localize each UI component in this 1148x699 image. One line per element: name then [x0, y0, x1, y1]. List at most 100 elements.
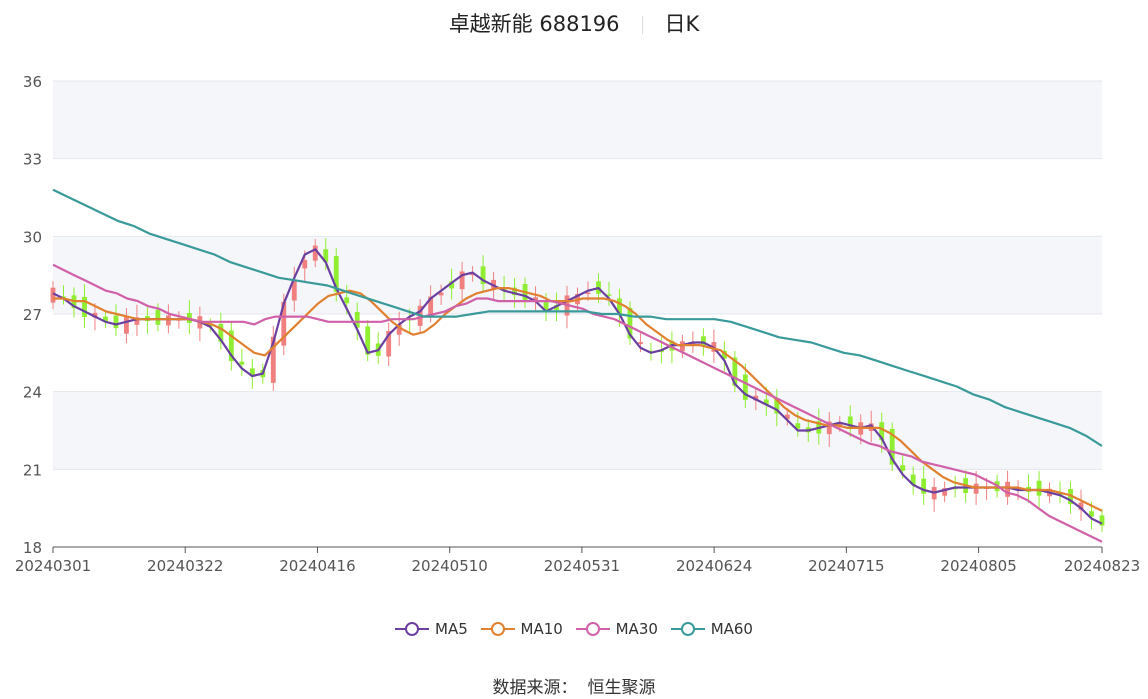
x-tick-label: 20240322	[147, 557, 223, 575]
grid-band	[53, 391, 1102, 470]
candle-body	[638, 342, 643, 345]
candle-body	[386, 330, 392, 357]
candle-body	[438, 292, 444, 296]
candle-body	[302, 260, 308, 269]
candle-body	[428, 296, 434, 315]
candle-body	[50, 287, 56, 303]
candle-body	[354, 311, 360, 328]
candle-body	[165, 315, 171, 326]
candle-body	[900, 465, 906, 471]
candle-body	[837, 422, 843, 426]
candle-body	[281, 301, 287, 346]
y-tick-label: 18	[23, 539, 42, 557]
candle-body	[585, 292, 591, 295]
x-tick-label: 20240301	[15, 557, 91, 575]
candle-body	[239, 361, 245, 365]
series-line-ma5	[52, 248, 1103, 525]
grid-band	[53, 158, 1102, 237]
candle-body	[512, 287, 517, 296]
legend-label: MA60	[710, 620, 753, 638]
candle-body	[774, 398, 780, 414]
legend-ma10-icon	[480, 622, 515, 636]
candle-body	[323, 249, 329, 263]
candle-body	[480, 266, 486, 285]
x-tick-label: 20240805	[940, 557, 1016, 575]
candle-body	[396, 324, 402, 335]
candle-body	[606, 294, 612, 296]
title-divider	[641, 16, 643, 34]
y-tick-label: 36	[23, 73, 42, 91]
candle-body	[795, 423, 801, 429]
period-label: 日K	[664, 12, 700, 36]
candle-body	[543, 301, 549, 312]
candle-body	[1057, 492, 1063, 496]
candlestick-chart: 18 21 24 27 30 33 36 20240301 20240322 20240416 20…	[15, 73, 1140, 575]
grid-band	[53, 81, 1102, 159]
candle-body	[533, 297, 538, 303]
candle-body	[627, 307, 633, 339]
candle-body	[344, 297, 350, 304]
candle-body	[1078, 502, 1084, 510]
legend-label: MA30	[615, 620, 658, 638]
x-tick-label: 20240624	[676, 557, 752, 575]
y-tick-label: 24	[23, 384, 42, 402]
data-source: 数据来源： 恒生聚源	[0, 673, 1148, 698]
candle-body	[134, 317, 140, 325]
y-tick-label: 21	[23, 461, 42, 479]
candle-body	[847, 416, 853, 430]
candle-body	[742, 374, 748, 400]
legend-ma30-icon	[575, 622, 610, 636]
candle-body	[291, 279, 297, 301]
candle-body	[501, 288, 507, 291]
candle-body	[82, 296, 87, 318]
candle-body	[155, 309, 161, 325]
grid-band	[53, 314, 1102, 392]
legend-label: MA10	[520, 620, 563, 638]
legend-item-ma30[interactable]: MA30	[575, 620, 658, 638]
candle-body	[124, 316, 129, 334]
legend: MA5 MA10 MA30 MA60	[0, 620, 1148, 641]
candle-body	[1099, 515, 1105, 526]
candle-body	[270, 336, 276, 383]
x-tick-label: 20240510	[412, 557, 488, 575]
candle-body	[973, 483, 979, 494]
legend-ma5-icon	[395, 622, 429, 636]
candle-body	[617, 298, 622, 314]
x-tick-label: 20240823	[1064, 557, 1140, 575]
y-tick-label: 27	[23, 306, 42, 324]
candle-body	[228, 330, 234, 362]
candle-body	[690, 342, 696, 346]
candle-body	[249, 368, 255, 377]
candle-body	[753, 395, 759, 401]
source-label: 数据来源：	[492, 678, 578, 698]
x-tick-label: 20240715	[808, 557, 884, 575]
candle-body	[1036, 480, 1042, 496]
candle-body	[459, 271, 465, 290]
series-line-ma10	[53, 287, 1103, 512]
candle-body	[449, 281, 455, 289]
legend-label: MA5	[435, 620, 468, 638]
candle-body	[732, 357, 738, 386]
series-line-ma30	[52, 263, 1103, 543]
candle-body	[218, 323, 224, 342]
candle-body	[1089, 511, 1094, 517]
y-tick-label: 30	[23, 228, 42, 246]
candle-body	[879, 422, 885, 441]
candle-body	[312, 245, 318, 261]
candle-body	[826, 421, 832, 435]
x-tick-label: 20240531	[544, 557, 620, 575]
candle-body	[92, 312, 98, 318]
candle-body	[648, 350, 654, 353]
legend-item-ma10[interactable]: MA10	[480, 620, 563, 638]
legend-item-ma60[interactable]: MA60	[670, 620, 753, 638]
candle-body	[1005, 481, 1011, 497]
series-line-ma60	[52, 188, 1103, 447]
candle-body	[763, 399, 769, 405]
legend-item-ma5[interactable]: MA5	[395, 620, 468, 638]
candle-body	[700, 336, 706, 347]
candle-body	[889, 428, 895, 465]
y-tick-label: 33	[23, 151, 42, 169]
candle-body	[921, 478, 927, 494]
candle-body	[207, 324, 213, 327]
candle-body	[113, 315, 119, 329]
